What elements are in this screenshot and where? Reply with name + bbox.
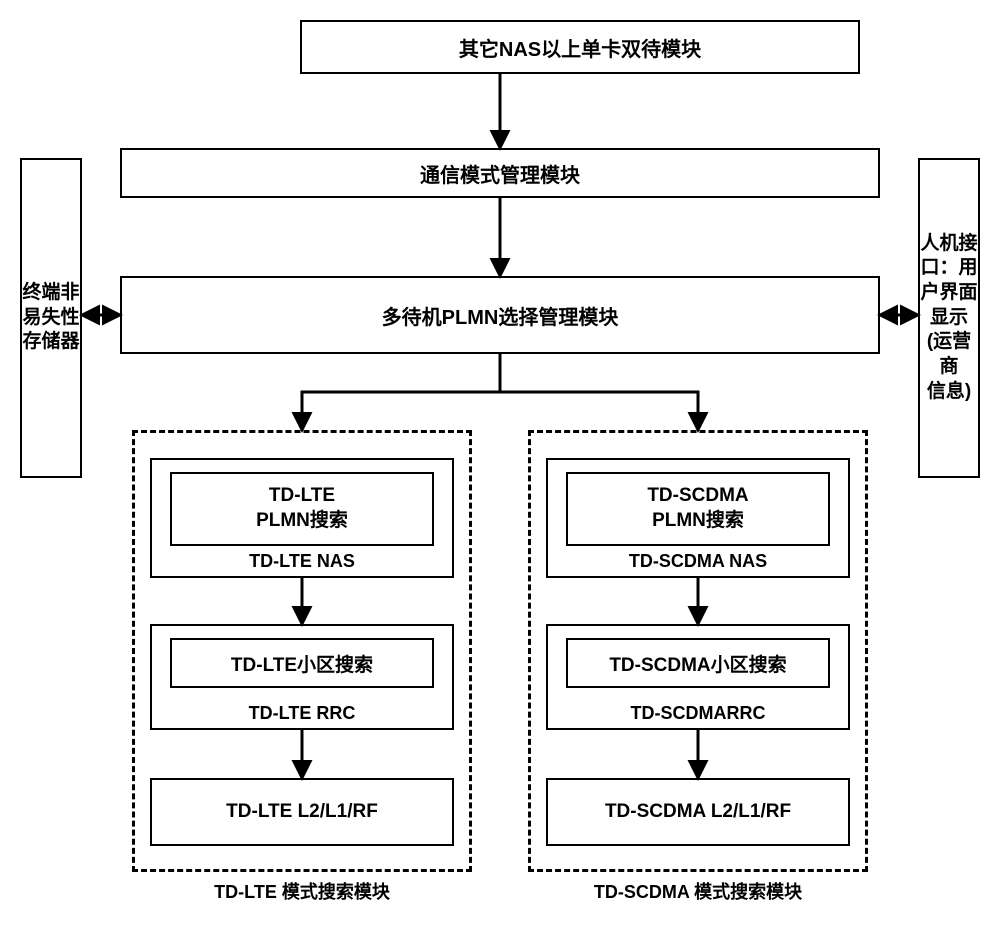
nvm-label: 终端非易失性存储器	[22, 281, 79, 355]
td-lte-plmn-search-box: TD-LTEPLMN搜索	[170, 472, 434, 546]
td-scdma-plmn-search-box: TD-SCDMAPLMN搜索	[566, 472, 830, 546]
nas-dual-standby-label: 其它NAS以上单卡双待模块	[459, 33, 701, 62]
td-lte-l2l1rf-label: TD-LTE L2/L1/RF	[226, 801, 378, 823]
td-lte-nas-caption: TD-LTE NAS	[249, 551, 355, 572]
plmn-selection-mgmt-label: 多待机PLMN选择管理模块	[382, 301, 619, 330]
td-scdma-l2l1rf-box: TD-SCDMA L2/L1/RF	[546, 778, 850, 846]
comm-mode-mgmt-box: 通信模式管理模块	[120, 148, 880, 198]
td-scdma-l2l1rf-label: TD-SCDMA L2/L1/RF	[605, 801, 791, 823]
td-lte-cell-search-label: TD-LTE小区搜索	[231, 650, 373, 677]
td-lte-cell-search-box: TD-LTE小区搜索	[170, 638, 434, 688]
architecture-diagram: 其它NAS以上单卡双待模块 通信模式管理模块 多待机PLMN选择管理模块 终端非…	[20, 20, 980, 915]
td-lte-plmn-search-label: TD-LTEPLMN搜索	[256, 484, 348, 533]
td-lte-l2l1rf-box: TD-LTE L2/L1/RF	[150, 778, 454, 846]
td-scdma-cell-search-box: TD-SCDMA小区搜索	[566, 638, 830, 688]
td-scdma-plmn-search-label: TD-SCDMAPLMN搜索	[647, 484, 748, 533]
td-lte-rrc-caption: TD-LTE RRC	[249, 703, 356, 724]
td-scdma-rrc-caption: TD-SCDMARRC	[631, 703, 766, 724]
td-lte-module-label: TD-LTE 模式搜索模块	[132, 878, 472, 904]
td-scdma-nas-caption: TD-SCDMA NAS	[629, 551, 767, 572]
td-scdma-module-label: TD-SCDMA 模式搜索模块	[528, 878, 868, 904]
hmi-label: 人机接口：用户界面显示(运营商信息)	[920, 232, 978, 405]
nvm-box: 终端非易失性存储器	[20, 158, 82, 478]
nas-dual-standby-box: 其它NAS以上单卡双待模块	[300, 20, 860, 74]
comm-mode-mgmt-label: 通信模式管理模块	[420, 159, 580, 188]
td-scdma-cell-search-label: TD-SCDMA小区搜索	[609, 650, 786, 677]
plmn-selection-mgmt-box: 多待机PLMN选择管理模块	[120, 276, 880, 354]
hmi-box: 人机接口：用户界面显示(运营商信息)	[918, 158, 980, 478]
